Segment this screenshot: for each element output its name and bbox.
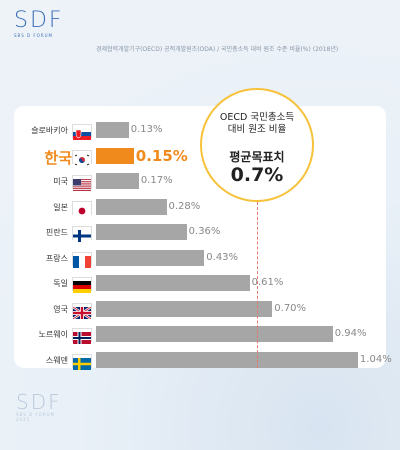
category-label: 슬로바키아	[31, 126, 68, 135]
chart-subtitle: 경제협력개발기구(OECD) 공적개발원조(ODA) / 국민총소득 대비 원조…	[96, 46, 339, 53]
germany-flag-icon	[72, 277, 92, 293]
logo-bottom-subtext: SBS D FORUM	[16, 412, 55, 417]
callout-line2: 대비 원조 비율	[227, 124, 287, 135]
sdf-logo: SDF SBS D FORUM	[14, 8, 64, 39]
value-label: 0.36%	[188, 226, 221, 237]
france-flag-icon	[72, 251, 92, 268]
category-label: 스웨덴	[45, 355, 68, 365]
category-label: 노르웨이	[38, 330, 68, 339]
value-label: 1.04%	[359, 353, 392, 365]
data-bar	[96, 147, 134, 164]
value-label: 0.28%	[168, 200, 201, 212]
data-bar	[96, 275, 250, 291]
value-label: 0.13%	[130, 124, 163, 135]
sdf-logo-bottom: SDF SBS D FORUM 2021	[16, 392, 62, 422]
category-label: 영국	[53, 304, 68, 314]
value-label: 0.70%	[274, 302, 307, 314]
data-bar	[96, 122, 129, 138]
data-bar	[96, 173, 139, 189]
value-label: 0.94%	[334, 328, 367, 339]
value-label: 0.61%	[251, 277, 284, 288]
category-label: 핀란드	[45, 228, 68, 237]
data-bar	[96, 198, 167, 215]
data-bar	[96, 351, 358, 368]
callout-value: 0.7%	[230, 164, 284, 186]
logo-bottom-year: 2021	[16, 417, 31, 422]
logo-text: SDF	[14, 8, 64, 33]
data-bar	[96, 326, 333, 342]
finland-flag-icon	[72, 226, 92, 242]
logo-subtext: SBS D FORUM	[14, 33, 53, 38]
norway-flag-icon	[72, 328, 92, 344]
usa-flag-icon	[72, 175, 92, 191]
value-label: 0.43%	[206, 251, 239, 263]
category-label: 한국	[44, 148, 72, 167]
category-label: 프랑스	[45, 253, 68, 263]
korea-flag-icon	[72, 149, 92, 166]
category-label: 미국	[53, 177, 68, 186]
logo-bottom-text: SDF	[16, 390, 62, 414]
category-label: 일본	[53, 202, 68, 212]
slovakia-flag-icon	[72, 124, 92, 140]
data-bar	[96, 224, 187, 240]
category-label: 독일	[53, 279, 68, 288]
sweden-flag-icon	[72, 353, 92, 370]
average-target-line	[257, 202, 258, 368]
value-label: 0.15%	[135, 146, 188, 165]
japan-flag-icon	[72, 200, 92, 217]
value-label: 0.17%	[140, 175, 173, 186]
callout-line1: OECD 국민총소득	[219, 112, 295, 123]
data-bar	[96, 300, 273, 317]
target-callout: OECD 국민총소득 대비 원조 비율 평균목표치 0.7%	[200, 88, 314, 202]
data-bar	[96, 249, 205, 266]
callout-line3: 평균목표치	[229, 150, 285, 164]
uk-flag-icon	[72, 302, 92, 320]
